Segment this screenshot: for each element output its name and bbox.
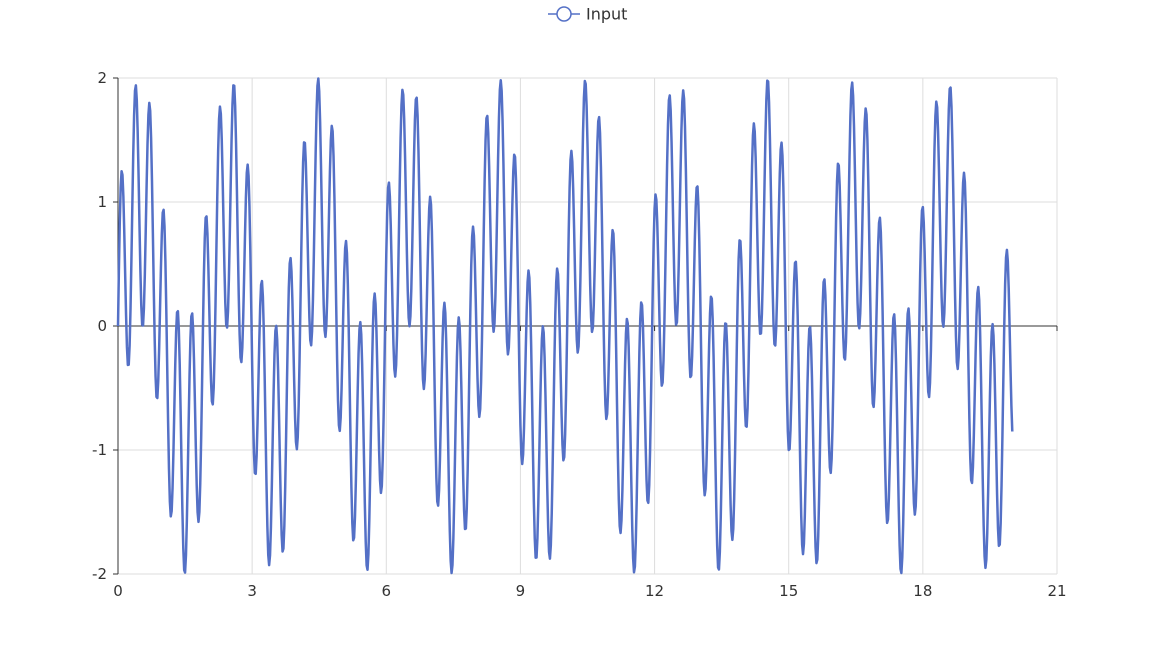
x-tick-label: 12 xyxy=(645,582,664,600)
series-layer xyxy=(116,77,1014,575)
x-tick-label: 15 xyxy=(779,582,798,600)
x-tick-label: 0 xyxy=(113,582,123,600)
legend[interactable]: Input xyxy=(548,5,627,24)
series-line-input[interactable] xyxy=(116,77,1014,575)
legend-circle-icon xyxy=(556,6,572,22)
x-tick-label: 6 xyxy=(382,582,392,600)
x-tick-label: 9 xyxy=(516,582,526,600)
y-tick-label: -1 xyxy=(92,441,107,459)
y-tick-label: -2 xyxy=(92,565,107,583)
legend-label-input: Input xyxy=(586,5,627,24)
x-tick-label: 18 xyxy=(913,582,932,600)
y-tick-label: 2 xyxy=(97,69,107,87)
x-tick-label: 3 xyxy=(247,582,257,600)
x-tick-label: 21 xyxy=(1047,582,1066,600)
y-tick-label: 0 xyxy=(97,317,107,335)
y-tick-label: 1 xyxy=(97,193,107,211)
